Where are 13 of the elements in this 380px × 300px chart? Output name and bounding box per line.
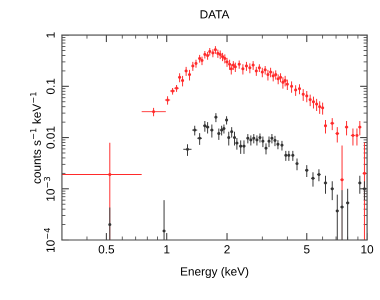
- chart-title: DATA: [200, 10, 230, 18]
- x-tick-label: 10: [361, 245, 374, 254]
- y-axis-title: counts s$^{−1}$ keV$^{−1}$: [30, 92, 41, 184]
- y-tick-label: 0.01: [46, 126, 55, 149]
- x-axis-title: Energy (keV): [181, 266, 248, 278]
- x-tick-label: 1: [164, 245, 170, 254]
- y-tick-label: 10$^{−3}$: [44, 176, 55, 201]
- x-tick-label: 2: [224, 245, 230, 254]
- y-tick-label: 10$^{−4}$: [44, 228, 55, 252]
- y-tick-label: 1: [46, 32, 55, 38]
- x-tick-label: 0.5: [98, 245, 114, 254]
- y-tick-label: 0.1: [46, 78, 55, 94]
- x-tick-label: 5: [304, 245, 310, 254]
